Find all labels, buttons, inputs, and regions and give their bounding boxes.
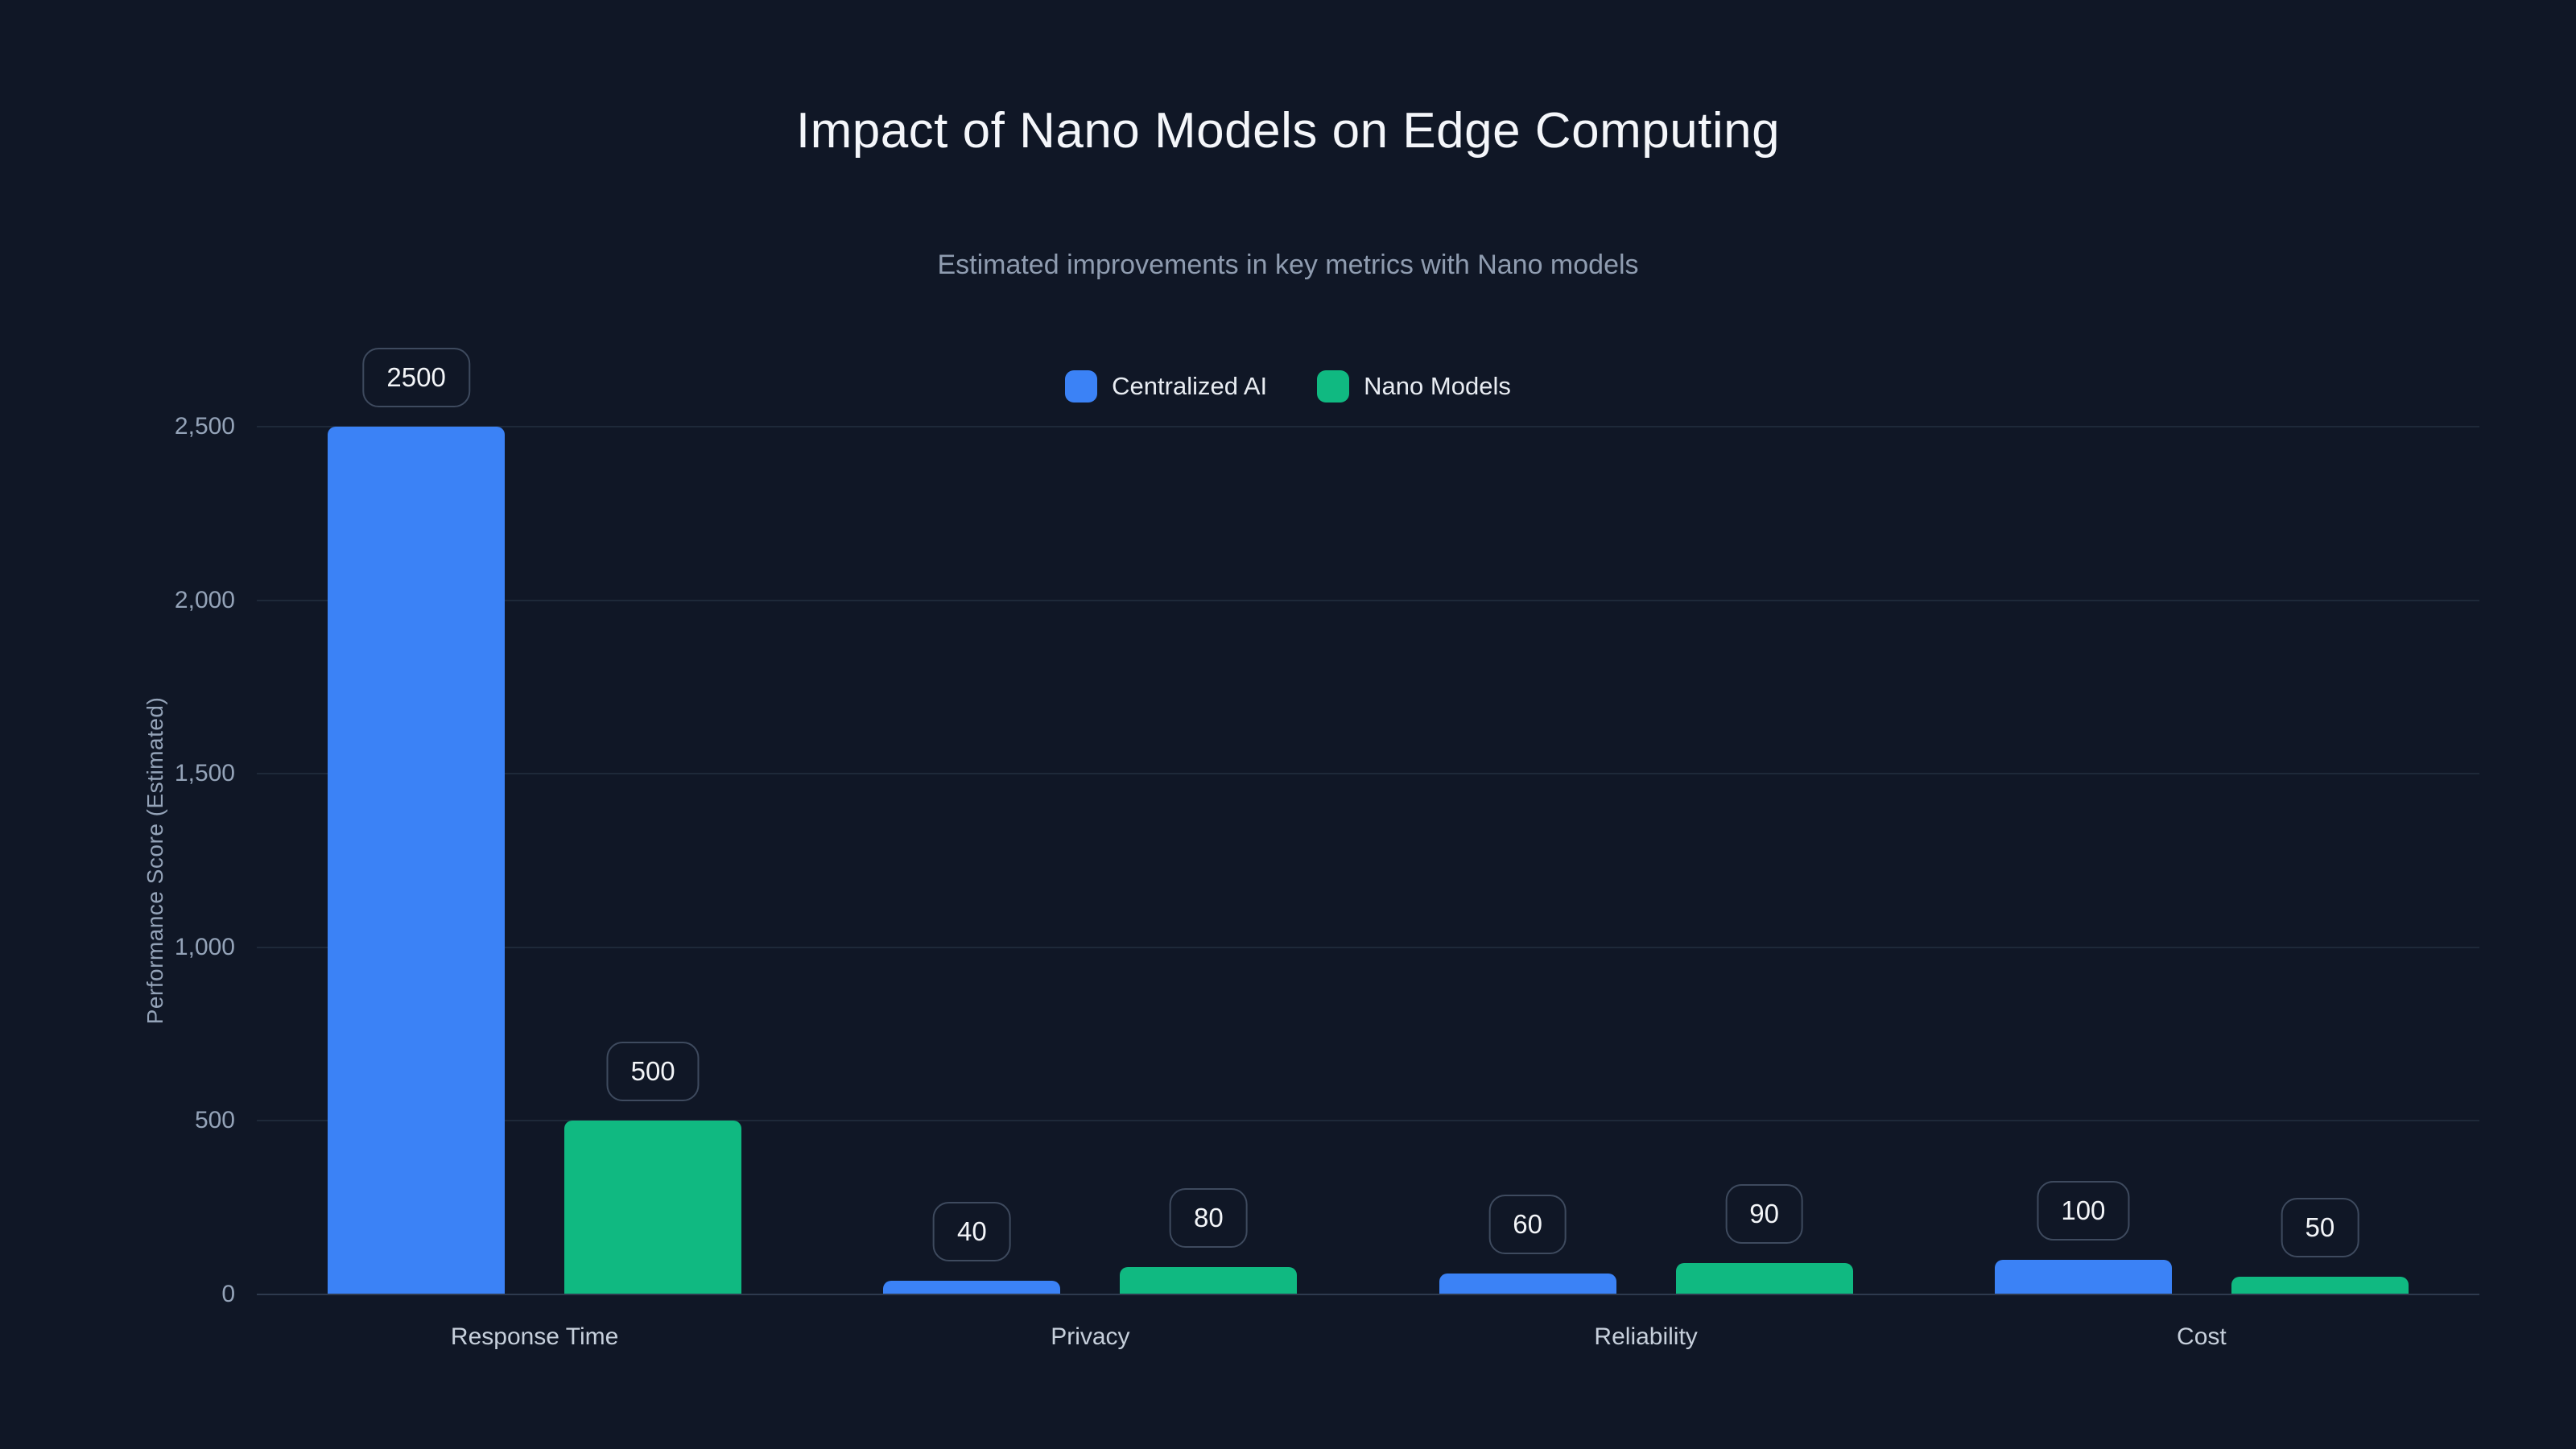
value-badge: 100 [2037,1180,2130,1241]
chart-subtitle: Estimated improvements in key metrics wi… [937,250,1639,280]
bar-privacy-nano-models[interactable] [1120,1266,1298,1294]
y-tick-label: 0 [221,1281,235,1307]
x-category-label: Response Time [450,1323,619,1350]
x-axis-line [257,1294,2479,1295]
y-tick-label: 1,500 [174,760,235,787]
legend-swatch-icon [1065,370,1098,402]
bar-cost-centralized-ai[interactable] [1994,1259,2172,1294]
legend-item-centralized-ai[interactable]: Centralized AI [1065,370,1267,402]
bar-response-time-centralized-ai[interactable] [328,427,506,1294]
chart-legend: Centralized AI Nano Models [0,370,2576,402]
value-badge: 500 [606,1042,700,1102]
bar-privacy-centralized-ai[interactable] [883,1280,1061,1294]
value-badge: 40 [933,1201,1011,1261]
gridline [257,1120,2479,1122]
bar-reliability-centralized-ai[interactable] [1439,1274,1616,1294]
bar-response-time-nano-models[interactable] [564,1121,742,1294]
bar-reliability-nano-models[interactable] [1675,1263,1853,1294]
plot-area: 2500 500 Response Time 40 80 Privacy 60 90 Relia… [257,348,2479,1350]
x-category-label: Reliability [1594,1323,1698,1350]
legend-label: Nano Models [1364,372,1511,400]
bar-cost-nano-models[interactable] [2231,1277,2409,1294]
gridline [257,599,2479,601]
y-tick-label: 2,000 [174,586,235,613]
value-badge: 90 [1725,1184,1803,1245]
y-tick-label: 1,000 [174,933,235,960]
y-axis-ticks: 0 500 1,000 1,500 2,000 2,500 [0,413,235,1307]
legend-swatch-icon [1317,370,1350,402]
value-badge: 2500 [362,348,470,407]
gridline [257,773,2479,775]
x-category-label: Privacy [1051,1323,1130,1350]
value-badge: 50 [2281,1198,2359,1258]
value-badge: 80 [1170,1187,1248,1248]
gridline [257,946,2479,948]
legend-item-nano-models[interactable]: Nano Models [1317,370,1511,402]
page-title: Impact of Nano Models on Edge Computing [795,103,1781,159]
y-tick-label: 500 [194,1107,235,1134]
value-badge: 60 [1488,1195,1567,1255]
legend-label: Centralized AI [1112,372,1268,400]
x-category-label: Cost [2177,1323,2227,1350]
y-tick-label: 2,500 [174,413,235,440]
gridline [257,426,2479,427]
